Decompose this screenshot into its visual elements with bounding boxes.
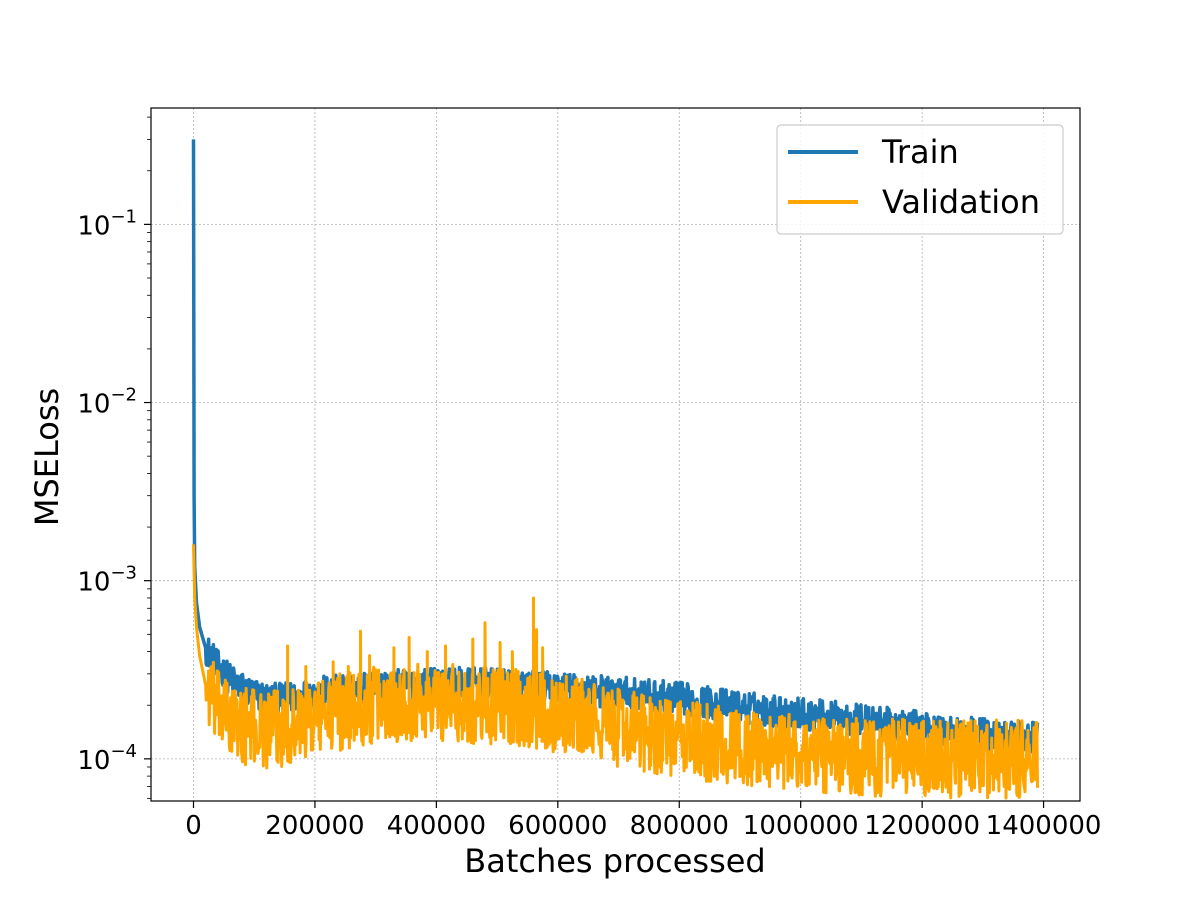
x-tick-label: 200000 bbox=[265, 811, 364, 841]
y-axis: 10−4 10−3 10−2 10−1 bbox=[77, 116, 151, 799]
y-tick-label: 10−3 bbox=[77, 563, 137, 598]
plot-frame bbox=[150, 107, 1081, 802]
x-tick-label: 1200000 bbox=[864, 811, 980, 841]
x-tick-label: 600000 bbox=[508, 811, 607, 841]
x-tick-label: 0 bbox=[185, 811, 202, 841]
y-tick-label: 10−4 bbox=[77, 741, 137, 776]
legend: Train Validation bbox=[776, 124, 1064, 235]
series-line-validation bbox=[192, 544, 1039, 800]
x-axis-label: Batches processed bbox=[464, 842, 765, 880]
x-tick-label: 1400000 bbox=[986, 811, 1102, 841]
y-tick-label: 10−1 bbox=[77, 206, 137, 241]
x-tick-label: 400000 bbox=[387, 811, 486, 841]
y-axis-label: MSELoss bbox=[28, 388, 66, 526]
y-tick-label: 10−2 bbox=[77, 385, 137, 420]
series-layer bbox=[191, 139, 1040, 800]
x-axis: 0 200000 400000 600000 800000 1000000 1200000 1… bbox=[185, 801, 1101, 841]
x-tick-label: 800000 bbox=[630, 811, 729, 841]
legend-label-train: Train bbox=[881, 133, 959, 171]
legend-label-validation: Validation bbox=[882, 183, 1040, 221]
x-tick-label: 1000000 bbox=[743, 811, 859, 841]
